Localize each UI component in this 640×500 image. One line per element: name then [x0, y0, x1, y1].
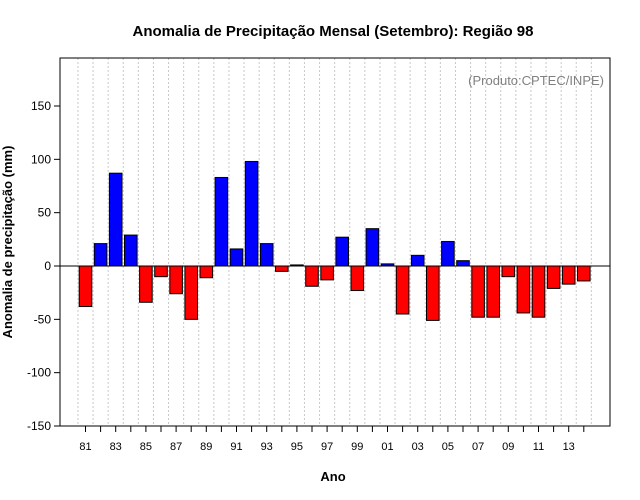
x-tick-label: 07: [472, 441, 484, 453]
plot-frame: [59, 57, 611, 427]
y-tick-label: 0: [44, 259, 51, 273]
bar-2008: [486, 265, 500, 318]
bar-1997: [320, 265, 334, 281]
x-tick-label: 01: [381, 441, 393, 453]
bar-1999: [350, 265, 365, 292]
x-tick-label: 09: [502, 441, 514, 453]
bar-1984: [124, 234, 138, 267]
x-tick-label: 87: [170, 441, 182, 453]
credit-label: (Produto:CPTEC/INPE): [468, 73, 604, 88]
y-tick-label: 100: [31, 152, 51, 166]
bar-2009: [501, 265, 516, 278]
x-tick-label: 13: [563, 441, 575, 453]
bar-2013: [561, 265, 576, 285]
x-tick-label: 99: [351, 441, 363, 453]
bar-1989: [199, 265, 214, 279]
x-axis: 81 83 85 87 89 91 93 95 97 99 01 03 05 07 09 11 13: [79, 426, 585, 453]
chart-title: Anomalia de Precipitação Mensal (Setembr…: [133, 23, 534, 40]
x-tick-label: 93: [261, 441, 273, 453]
x-tick-label: 97: [321, 441, 333, 453]
y-tick-label: 150: [31, 99, 51, 113]
bar-1986: [154, 265, 168, 278]
x-tick-label: 89: [200, 441, 212, 453]
bar-1996: [305, 265, 319, 287]
bar-1992: [244, 160, 259, 267]
bars: [78, 160, 591, 321]
bar-1983: [108, 172, 123, 267]
bar-1991: [229, 248, 244, 267]
bar-2002: [395, 265, 410, 315]
bar-1982: [93, 243, 108, 267]
y-axis-title: Anomalia de precipitação (mm): [0, 146, 15, 339]
bar-2014: [577, 265, 591, 282]
x-tick-label: 91: [230, 441, 242, 453]
bar-2005: [441, 240, 455, 267]
bar-1985: [139, 265, 153, 303]
bar-2003: [410, 254, 425, 267]
bar-1987: [169, 265, 183, 295]
x-tick-label: 05: [442, 441, 454, 453]
bar-1981: [78, 265, 93, 308]
bar-1990: [214, 176, 229, 267]
y-tick-label: -150: [27, 419, 51, 433]
x-tick-label: 83: [110, 441, 122, 453]
bar-2011: [531, 265, 546, 318]
y-tick-label: 50: [38, 206, 52, 220]
x-tick-label: 81: [79, 441, 91, 453]
bar-2010: [516, 265, 531, 314]
bar-1994: [275, 265, 289, 272]
bar-2007: [471, 265, 485, 318]
y-tick-label: -50: [34, 312, 52, 326]
bar-1998: [335, 236, 349, 267]
bar-1993: [259, 243, 274, 267]
bar-2012: [546, 265, 561, 289]
bar-2006: [456, 260, 470, 267]
x-tick-label: 11: [533, 441, 544, 453]
bar-1988: [184, 265, 198, 320]
x-tick-label: 95: [291, 441, 303, 453]
x-tick-label: 03: [412, 441, 424, 453]
x-tick-label: 85: [140, 441, 152, 453]
y-axis: -150 -100 -50 0 50 100 150: [27, 99, 60, 433]
y-tick-label: -100: [27, 366, 51, 380]
x-axis-title: Ano: [320, 469, 345, 484]
bar-2004: [426, 265, 440, 321]
vertical-grid: [77, 58, 592, 426]
bar-2000: [365, 228, 380, 267]
